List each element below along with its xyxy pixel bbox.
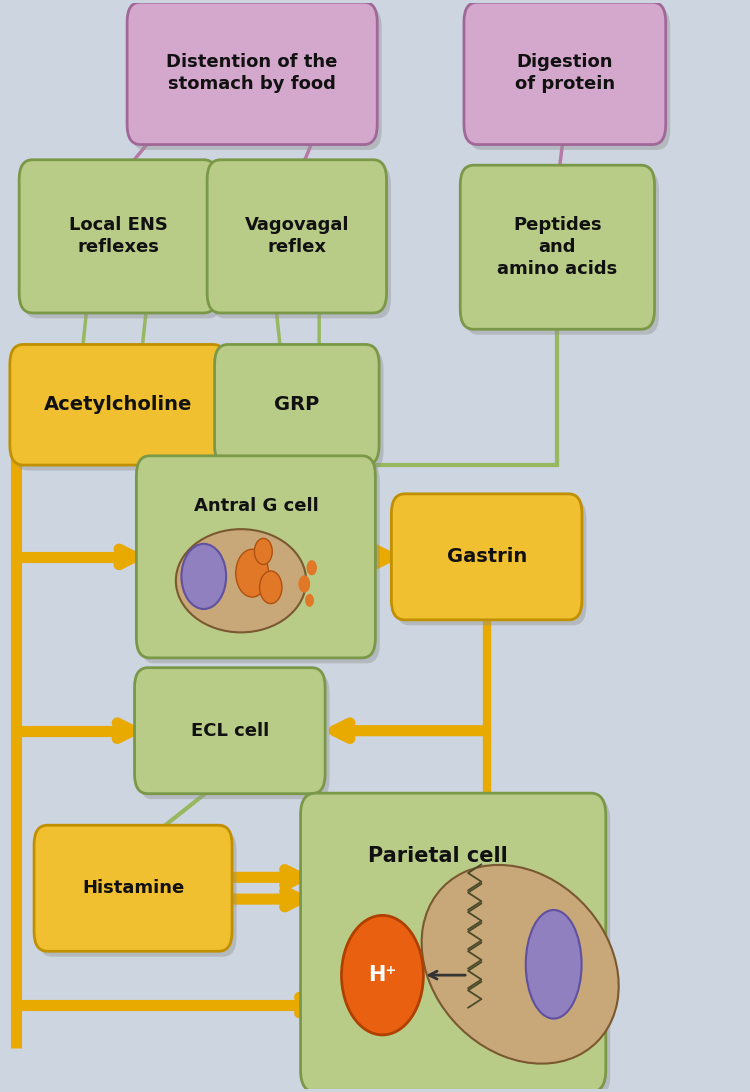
FancyBboxPatch shape: [20, 159, 217, 313]
FancyBboxPatch shape: [141, 461, 380, 663]
Text: Gastrin: Gastrin: [446, 547, 526, 567]
Text: Parietal cell: Parietal cell: [368, 846, 508, 866]
FancyBboxPatch shape: [465, 170, 659, 334]
Circle shape: [341, 915, 424, 1035]
FancyBboxPatch shape: [23, 165, 222, 319]
Text: Local ENS
reflexes: Local ENS reflexes: [69, 216, 167, 257]
FancyBboxPatch shape: [469, 8, 670, 150]
FancyBboxPatch shape: [305, 798, 610, 1092]
FancyBboxPatch shape: [34, 826, 232, 951]
Circle shape: [260, 571, 282, 604]
Text: Vagovagal
reflex: Vagovagal reflex: [244, 216, 349, 257]
FancyBboxPatch shape: [131, 8, 382, 150]
Circle shape: [236, 549, 268, 597]
FancyBboxPatch shape: [127, 2, 377, 144]
FancyBboxPatch shape: [460, 165, 655, 330]
Ellipse shape: [176, 530, 306, 632]
Text: Acetylcholine: Acetylcholine: [44, 395, 192, 414]
Circle shape: [307, 560, 317, 575]
Text: Antral G cell: Antral G cell: [194, 497, 318, 514]
Text: Histamine: Histamine: [82, 879, 184, 898]
FancyBboxPatch shape: [136, 455, 375, 657]
FancyBboxPatch shape: [134, 667, 325, 794]
FancyBboxPatch shape: [10, 344, 226, 465]
Text: ECL cell: ECL cell: [190, 722, 269, 739]
FancyBboxPatch shape: [301, 793, 606, 1092]
Ellipse shape: [422, 865, 619, 1064]
FancyBboxPatch shape: [139, 673, 329, 799]
Text: H⁺: H⁺: [368, 965, 397, 985]
Text: Peptides
and
amino acids: Peptides and amino acids: [497, 216, 617, 278]
Ellipse shape: [526, 910, 581, 1019]
FancyBboxPatch shape: [38, 831, 236, 957]
Circle shape: [298, 575, 310, 593]
Text: Distention of the
stomach by food: Distention of the stomach by food: [166, 54, 338, 94]
FancyBboxPatch shape: [392, 494, 582, 620]
Circle shape: [305, 594, 314, 607]
FancyBboxPatch shape: [464, 2, 666, 144]
FancyBboxPatch shape: [207, 159, 386, 313]
FancyBboxPatch shape: [219, 349, 383, 471]
Circle shape: [254, 538, 272, 565]
Text: Digestion
of protein: Digestion of protein: [514, 54, 615, 94]
Circle shape: [182, 544, 226, 609]
FancyBboxPatch shape: [214, 344, 379, 465]
FancyBboxPatch shape: [211, 165, 391, 319]
FancyBboxPatch shape: [396, 499, 586, 626]
Text: GRP: GRP: [274, 395, 320, 414]
FancyBboxPatch shape: [14, 349, 231, 471]
